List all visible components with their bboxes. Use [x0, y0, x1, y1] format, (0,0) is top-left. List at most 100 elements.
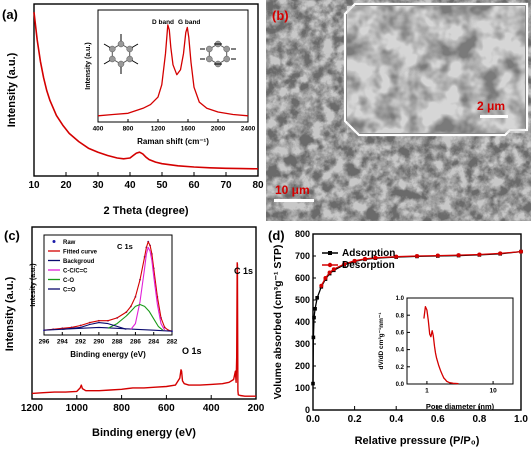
bet-legend-label: Adsorption — [342, 248, 395, 259]
c1s-legend-label: Raw — [63, 240, 76, 246]
bet-desorption-point — [435, 253, 440, 258]
xps-curve — [31, 262, 256, 397]
c1s-legend-marker — [52, 240, 56, 243]
bet-desorption-point — [456, 253, 461, 258]
bet-desorption-point — [327, 270, 332, 275]
raman-curve — [97, 24, 249, 117]
bet-desorption-point — [415, 254, 419, 258]
panel-d-xlabel: Relative pressure (P/P₀) — [355, 435, 480, 447]
c1s-xtick-label: 284 — [148, 339, 159, 346]
raman-xtick-label: 400 — [93, 126, 104, 133]
bet-ytick-label: 800 — [295, 229, 310, 239]
c1s-legend-label: C-O — [63, 278, 74, 284]
panel-d-ylabel: Volume absorbed (cm³g⁻¹ STP) — [272, 245, 284, 400]
xrd-xtick-label: 50 — [156, 180, 168, 191]
panel-a-ylabel: Intensity (a.u.) — [6, 52, 18, 127]
panel-label-d: (d) — [268, 228, 285, 243]
c1s-c-o-curve — [107, 303, 164, 331]
c1s-inset-xticks: 296 294 292 290 288 286 284 282 — [39, 332, 178, 346]
panel-d-xticks: 0.0 0.2 0.4 0.6 0.8 1.0 — [306, 406, 528, 425]
panel-a-frame — [33, 3, 259, 177]
raman-d-band-label: D band — [152, 19, 174, 26]
bet-desorption-point — [342, 262, 347, 267]
xrd-xtick-label: 80 — [252, 180, 264, 191]
bet-xtick-label: 0.0 — [306, 414, 320, 425]
pore-inset-xlabel: Pore diameter (nm) — [426, 402, 495, 411]
panel-d: (d) 0.0 0.2 0.4 0.6 0.8 1.0 0 100 200 300 400 500 6… — [268, 228, 528, 447]
pore-ytick-label: 0.0 — [396, 382, 405, 388]
pore-distribution-curve — [423, 305, 459, 385]
bet-ytick-label: 200 — [295, 361, 310, 371]
bet-desorption-point — [519, 249, 523, 254]
bet-desorption-point — [352, 258, 357, 263]
pore-inset-series — [423, 305, 459, 385]
raman-inset-series — [97, 24, 249, 117]
panel-c-xlabel: Binding energy (eV) — [92, 427, 196, 439]
graphene-ring-g-icon — [200, 40, 236, 68]
raman-g-band-label: G band — [178, 19, 200, 26]
panel-a: (a) 10 20 30 40 50 60 70 80 2 Theta (degree) In… — [2, 3, 264, 217]
c1s-c-o-curve — [62, 322, 127, 330]
c1s-xtick-label: 288 — [112, 339, 123, 346]
bet-ytick-label: 100 — [295, 383, 310, 393]
bet-legend-label: Desorption — [342, 260, 395, 271]
c1s-legend-label: C-C/C=C — [63, 269, 88, 275]
bet-ytick-label: 700 — [295, 251, 310, 261]
pore-ytick-label: 0.6 — [396, 331, 405, 337]
panel-c-ylabel: Intensity (a.u.) — [4, 276, 16, 351]
xps-o1s-label: O 1s — [182, 346, 202, 356]
xrd-curve — [33, 12, 259, 170]
bet-xtick-label: 0.2 — [348, 414, 362, 425]
c1s-legend-label: Backgroud — [63, 259, 95, 265]
bet-adsorption-point — [312, 315, 316, 320]
raman-xtick-label: 1600 — [181, 126, 196, 133]
xps-xtick-label: 200 — [248, 403, 265, 414]
bet-desorption-point — [373, 255, 378, 260]
pore-xtick-label: 10 — [489, 388, 497, 395]
panel-c-xps-series — [31, 262, 256, 397]
c1s-inset: 296 294 292 290 288 286 284 282 Binding energy … — [30, 234, 178, 359]
raman-inset: 400 800 1200 1600 2000 2400 Raman shift (cm⁻¹… — [85, 9, 256, 146]
xps-xtick-label: 800 — [113, 403, 130, 414]
pore-xtick-label: 1 — [425, 388, 429, 395]
raman-inset-xticks: 400 800 1200 1600 2000 2400 — [93, 119, 256, 133]
bet-legend-marker — [328, 251, 332, 255]
bet-xtick-label: 0.4 — [389, 414, 403, 425]
panel-label-a: (a) — [2, 7, 18, 22]
bet-adsorption-point — [311, 381, 315, 386]
bet-desorption-point — [498, 251, 503, 256]
c1s-xtick-label: 290 — [93, 339, 104, 346]
c1s-backgroud-curve — [43, 326, 173, 332]
xrd-xtick-label: 40 — [124, 180, 136, 191]
sem-inset-scale-bar — [480, 115, 508, 118]
raman-xtick-label: 2400 — [241, 126, 256, 133]
pore-inset-ylabel: dV/dD cm³g⁻¹nm⁻¹ — [378, 312, 385, 369]
c1s-inset-ylabel: Intesity (a.u.) — [30, 263, 37, 306]
pore-ytick-label: 0.8 — [396, 313, 405, 319]
bet-ytick-label: 300 — [295, 339, 310, 349]
raman-inset-ylabel: Intensity (a.u.) — [85, 42, 92, 89]
sem-inset-scale-label: 2 μm — [477, 99, 505, 113]
bet-adsorption-point — [311, 335, 316, 340]
bet-ytick-label: 600 — [295, 273, 310, 283]
pore-ytick-label: 0.4 — [396, 348, 405, 354]
c1s-inset-series — [43, 240, 173, 333]
pore-inset-frame — [406, 297, 514, 385]
raman-xtick-label: 2000 — [211, 126, 226, 133]
xrd-xtick-label: 70 — [220, 180, 232, 191]
raman-xtick-label: 1200 — [151, 126, 166, 133]
c1s-legend-label: C=O — [63, 288, 76, 294]
bet-desorption-point — [394, 254, 399, 259]
graphene-ring-d-icon — [103, 34, 139, 74]
c1s-xtick-label: 294 — [57, 339, 68, 346]
bet-desorption-point — [319, 283, 324, 288]
c1s-xtick-label: 296 — [39, 339, 50, 346]
bet-desorption-point — [323, 276, 328, 280]
xps-xtick-label: 1200 — [21, 403, 44, 414]
bet-adsorption-point — [315, 296, 319, 300]
panel-a-xticks: 10 20 30 40 50 60 70 80 — [28, 172, 264, 191]
panel-a-xlabel: 2 Theta (degree) — [104, 205, 189, 217]
raman-xtick-label: 800 — [123, 126, 134, 133]
